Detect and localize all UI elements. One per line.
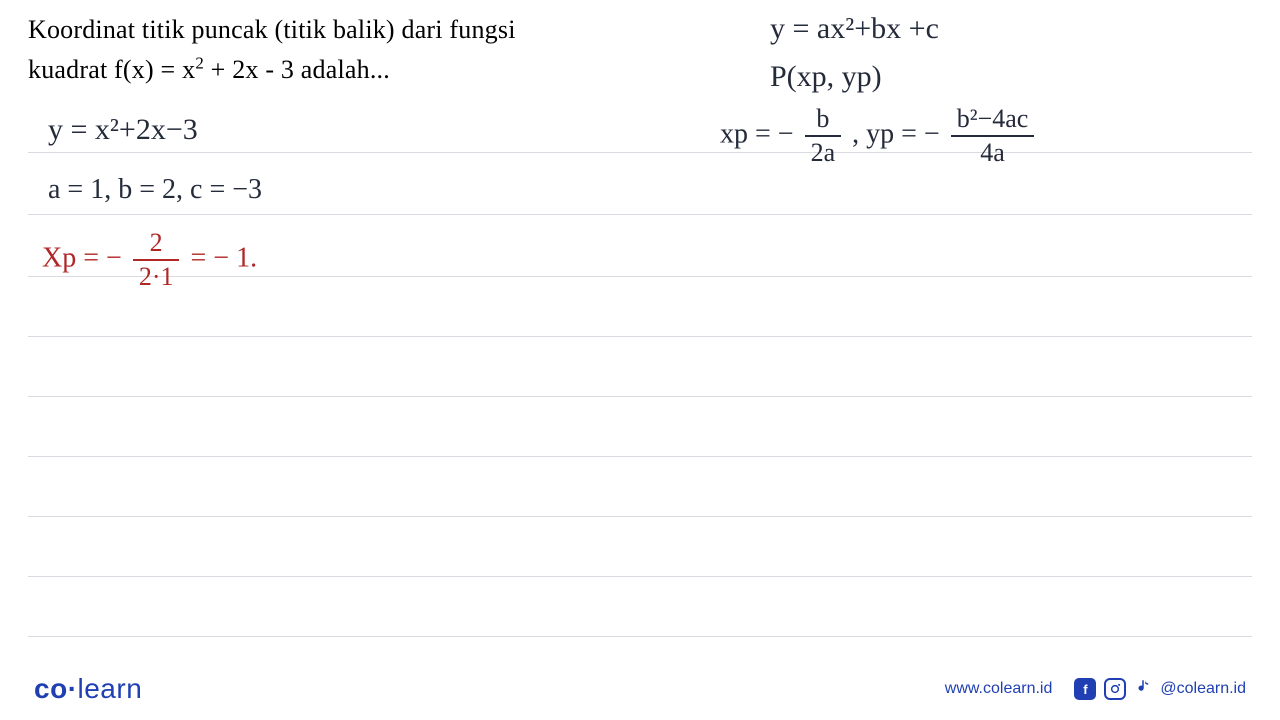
footer-url: www.colearn.id (945, 680, 1053, 698)
yp-fraction: b²−4ac 4a (951, 104, 1035, 168)
footer-handle: @colearn.id (1160, 680, 1246, 698)
logo-right: learn (78, 673, 143, 704)
yp-prefix: , yp = − (852, 118, 947, 149)
footer: co·learn www.colearn.id f @colearn.id (0, 658, 1280, 720)
xp-calc-num: 2 (133, 228, 180, 258)
fraction-bar (951, 135, 1035, 137)
tiktok-icon (1134, 678, 1152, 701)
rule-line (28, 396, 1252, 397)
logo-dot: · (68, 673, 78, 704)
handwritten-given-eq: y = x²+2x−3 (48, 113, 198, 147)
problem-line2: kuadrat f(x) = x2 + 2x - 3 adalah... (28, 55, 390, 84)
handwritten-xp-calc: Xp = − 2 2·1 = − 1. (42, 228, 257, 292)
problem-sup: 2 (195, 53, 204, 72)
xp-fraction: b 2a (805, 104, 842, 168)
logo-left: co (34, 673, 68, 704)
handwritten-vertex-label: P(xp, yp) (770, 60, 882, 94)
handwritten-general-form: y = ax²+bx +c (770, 12, 939, 46)
rule-line (28, 576, 1252, 577)
xp-calc-den: 2·1 (133, 262, 180, 292)
rule-line (28, 214, 1252, 215)
footer-right: www.colearn.id f @colearn.id (945, 678, 1246, 701)
rule-line (28, 636, 1252, 637)
instagram-glyph-icon (1106, 680, 1124, 698)
handwritten-coeffs: a = 1, b = 2, c = −3 (48, 174, 262, 206)
rule-line (28, 456, 1252, 457)
social-icons: f @colearn.id (1074, 678, 1246, 701)
rule-line (28, 152, 1252, 153)
brand-logo: co·learn (34, 673, 142, 705)
rule-line (28, 516, 1252, 517)
instagram-icon (1104, 678, 1126, 700)
handwritten-vertex-formula: xp = − b 2a , yp = − b²−4ac 4a (720, 104, 1038, 168)
xp-den: 2a (805, 138, 842, 168)
problem-text: Koordinat titik puncak (titik balik) dar… (28, 10, 628, 90)
xp-prefix: xp = − (720, 118, 801, 149)
problem-line2a: kuadrat f(x) = x (28, 55, 195, 84)
problem-line1: Koordinat titik puncak (titik balik) dar… (28, 15, 516, 44)
yp-num: b²−4ac (951, 104, 1035, 134)
xp-calc-fraction: 2 2·1 (133, 228, 180, 292)
xp-num: b (805, 104, 842, 134)
yp-den: 4a (951, 138, 1035, 168)
problem-line2b: + 2x - 3 adalah... (204, 55, 390, 84)
music-note-icon (1134, 678, 1152, 696)
fraction-bar (805, 135, 842, 137)
rule-line (28, 336, 1252, 337)
xp-calc-result: = − 1. (190, 242, 257, 273)
fraction-bar (133, 259, 180, 261)
page: Koordinat titik puncak (titik balik) dar… (0, 0, 1280, 720)
xp-calc-prefix: Xp = − (42, 242, 129, 273)
facebook-icon: f (1074, 678, 1096, 700)
